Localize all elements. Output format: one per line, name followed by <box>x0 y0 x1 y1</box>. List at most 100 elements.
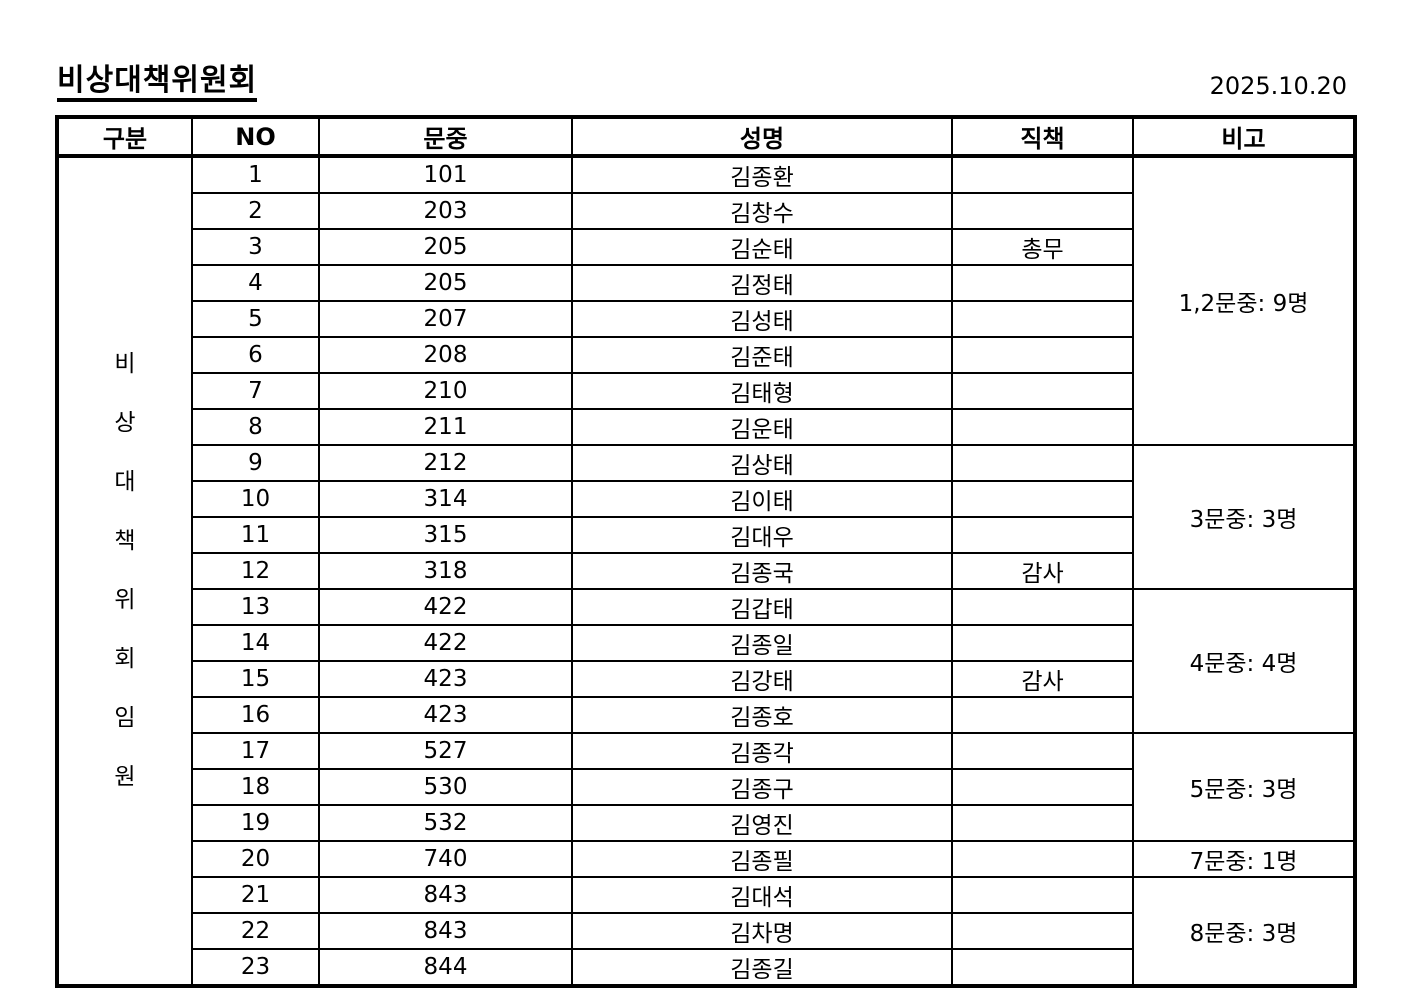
clan-cell: 422 <box>318 588 573 626</box>
position-cell <box>951 912 1134 950</box>
col-header-category: 구분 <box>56 116 193 158</box>
no-cell: 15 <box>191 660 320 698</box>
position-cell <box>951 155 1134 194</box>
position-cell <box>951 804 1134 842</box>
clan-cell: 314 <box>318 480 573 518</box>
no-cell: 10 <box>191 480 320 518</box>
no-cell: 5 <box>191 300 320 338</box>
name-cell: 김종환 <box>571 155 953 194</box>
position-cell <box>951 408 1134 446</box>
name-cell: 김종각 <box>571 732 953 770</box>
clan-cell: 203 <box>318 192 573 230</box>
clan-cell: 844 <box>318 948 573 987</box>
name-cell: 김준태 <box>571 336 953 374</box>
clan-cell: 211 <box>318 408 573 446</box>
remark-cell: 3문중: 3명 <box>1132 444 1356 590</box>
no-cell: 20 <box>191 840 320 878</box>
no-cell: 8 <box>191 408 320 446</box>
position-cell <box>951 300 1134 338</box>
name-cell: 김운태 <box>571 408 953 446</box>
position-cell <box>951 480 1134 518</box>
name-cell: 김종일 <box>571 624 953 662</box>
name-cell: 김상태 <box>571 444 953 482</box>
no-cell: 12 <box>191 552 320 590</box>
no-cell: 1 <box>191 155 320 194</box>
committee-table: 구분 NO 문중 성명 직책 비고 비 상 대 책 위 회 임 원 1 101 김종환… <box>55 115 1357 988</box>
col-header-name: 성명 <box>571 116 953 158</box>
position-cell <box>951 768 1134 806</box>
clan-cell: 740 <box>318 840 573 878</box>
name-cell: 김영진 <box>571 804 953 842</box>
position-cell <box>951 444 1134 482</box>
col-header-position: 직책 <box>951 116 1134 158</box>
name-cell: 김차명 <box>571 912 953 950</box>
no-cell: 14 <box>191 624 320 662</box>
remark-cell: 8문중: 3명 <box>1132 876 1356 987</box>
table-row: 17 527 김종각 5문중: 3명 <box>57 732 1356 842</box>
table-header-row: 구분 NO 문중 성명 직책 비고 <box>56 116 1356 158</box>
table-row: 5 207 김성태 <box>57 300 1355 338</box>
name-cell: 김대석 <box>571 876 953 914</box>
clan-cell: 843 <box>318 912 573 950</box>
name-cell: 김성태 <box>571 300 953 338</box>
col-header-no: NO <box>191 116 320 158</box>
table-row: 비 상 대 책 위 회 임 원 1 101 김종환 1,2문중: 9명 <box>56 155 1356 987</box>
table-row: 19 532 김영진 <box>57 804 1355 842</box>
no-cell: 13 <box>191 588 320 626</box>
name-cell: 김대우 <box>571 516 953 554</box>
clan-cell: 527 <box>318 732 573 770</box>
table-row: 7 210 김태형 <box>57 372 1355 410</box>
remark-cell: 5문중: 3명 <box>1132 732 1356 842</box>
table-row: 12 318 김종국 감사 <box>57 552 1355 590</box>
table-row: 18 530 김종구 <box>57 768 1355 806</box>
no-cell: 7 <box>191 372 320 410</box>
clan-cell: 532 <box>318 804 573 842</box>
table-row: 22 843 김차명 <box>57 912 1355 950</box>
name-cell: 김종국 <box>571 552 953 590</box>
position-cell <box>951 696 1134 734</box>
name-cell: 김이태 <box>571 480 953 518</box>
position-cell <box>951 516 1134 554</box>
col-header-clan: 문중 <box>318 116 573 158</box>
no-cell: 16 <box>191 696 320 734</box>
remark-cell: 7문중: 1명 <box>1132 840 1356 878</box>
clan-cell: 101 <box>318 155 573 194</box>
no-cell: 4 <box>191 264 320 302</box>
document-date: 2025.10.20 <box>1209 72 1347 100</box>
clan-cell: 530 <box>318 768 573 806</box>
position-cell: 감사 <box>951 552 1134 590</box>
no-cell: 6 <box>191 336 320 374</box>
name-cell: 김강태 <box>571 660 953 698</box>
page-title: 비상대책위원회 <box>57 64 258 102</box>
position-cell <box>951 588 1134 626</box>
position-cell: 총무 <box>951 228 1134 266</box>
no-cell: 22 <box>191 912 320 950</box>
clan-cell: 208 <box>318 336 573 374</box>
position-cell <box>951 264 1134 302</box>
name-cell: 김갑태 <box>571 588 953 626</box>
clan-cell: 205 <box>318 228 573 266</box>
clan-cell: 422 <box>318 624 573 662</box>
clan-cell: 205 <box>318 264 573 302</box>
name-cell: 김정태 <box>571 264 953 302</box>
no-cell: 23 <box>191 948 320 987</box>
no-cell: 9 <box>191 444 320 482</box>
clan-cell: 207 <box>318 300 573 338</box>
name-cell: 김태형 <box>571 372 953 410</box>
name-cell: 김창수 <box>571 192 953 230</box>
clan-cell: 318 <box>318 552 573 590</box>
col-header-remark: 비고 <box>1132 116 1356 158</box>
table-row: 11 315 김대우 <box>57 516 1355 554</box>
table-row: 23 844 김종길 <box>57 948 1355 987</box>
position-cell: 감사 <box>951 660 1134 698</box>
position-cell <box>951 840 1134 878</box>
no-cell: 19 <box>191 804 320 842</box>
position-cell <box>951 372 1134 410</box>
category-cell: 비 상 대 책 위 회 임 원 <box>56 155 193 987</box>
name-cell: 김순태 <box>571 228 953 266</box>
position-cell <box>951 948 1134 987</box>
table-row: 14 422 김종일 <box>57 624 1355 662</box>
table-row: 20 740 김종필 7문중: 1명 <box>57 840 1356 878</box>
no-cell: 17 <box>191 732 320 770</box>
